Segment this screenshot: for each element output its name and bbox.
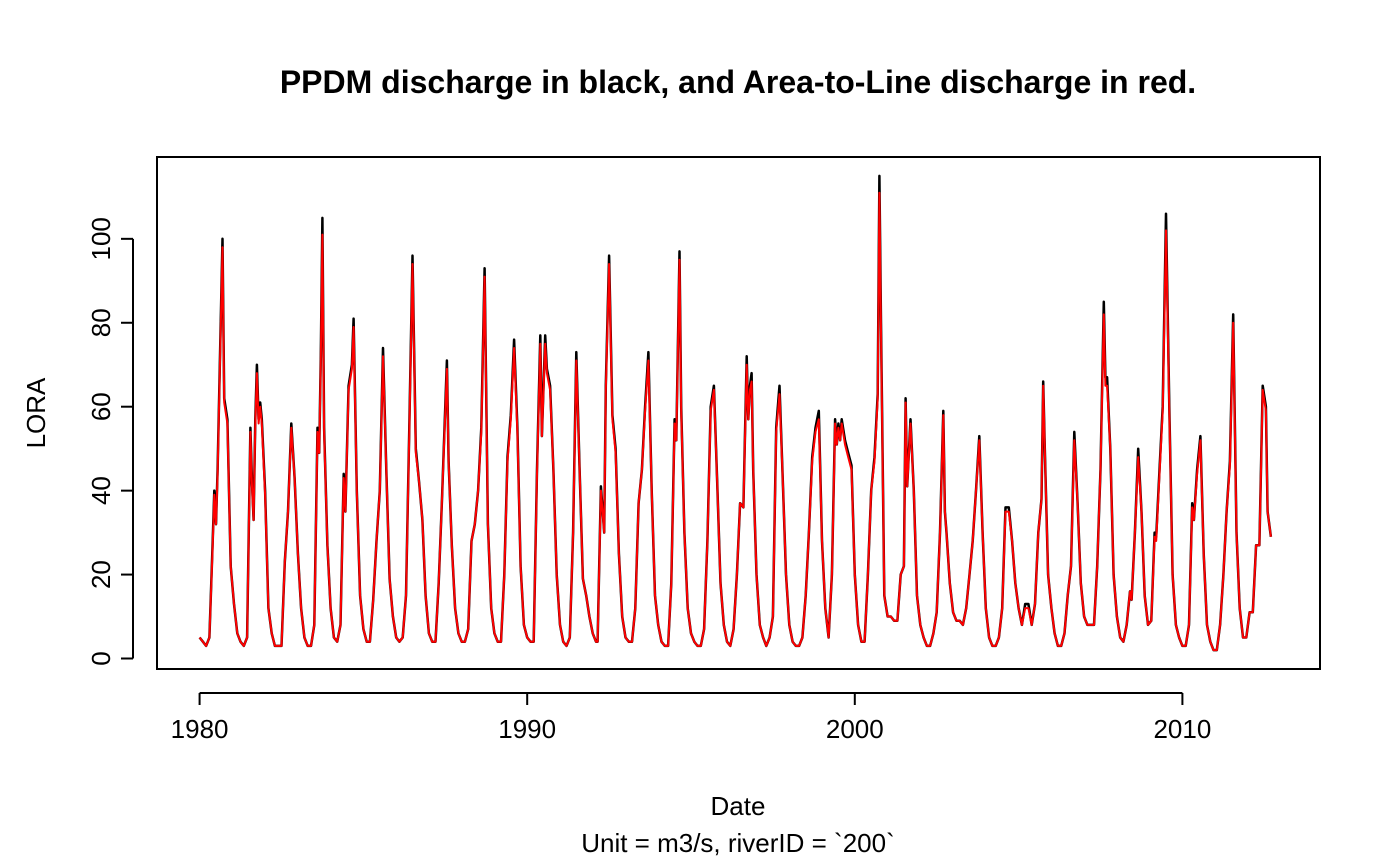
y-tick-label: 100: [86, 217, 116, 260]
x-axis-label: Date: [711, 791, 766, 821]
x-tick-label: 2010: [1153, 714, 1211, 744]
y-axis-label: LORA: [21, 377, 51, 448]
x-axis-sublabel: Unit = m3/s, riverID = `200`: [581, 828, 895, 858]
y-axis: 0 20 40 60 80 100: [86, 217, 134, 666]
x-tick-label: 2000: [826, 714, 884, 744]
plot-frame: [156, 156, 1321, 670]
x-tick-label: 1990: [498, 714, 556, 744]
y-tick-label: 80: [86, 308, 116, 337]
series-layer: [198, 174, 1273, 652]
x-tick-label: 1980: [171, 714, 229, 744]
y-tick-label: 20: [86, 560, 116, 589]
series-line-red: [198, 191, 1272, 652]
y-tick-label: 40: [86, 476, 116, 505]
x-axis: 1980 1990 2000 2010: [171, 692, 1211, 744]
y-tick-label: 60: [86, 392, 116, 421]
chart-title: PPDM discharge in black, and Area-to-Lin…: [280, 64, 1196, 100]
y-tick-label: 0: [86, 651, 116, 665]
